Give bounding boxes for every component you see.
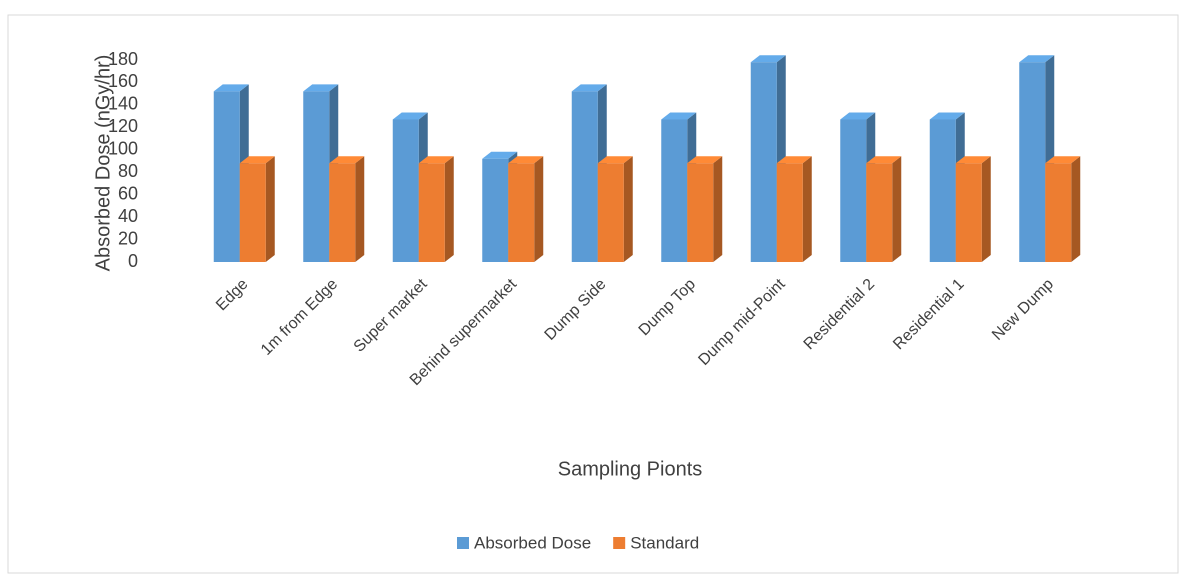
x-tick-label: Residential 1 xyxy=(890,276,968,354)
bar xyxy=(661,119,688,262)
bar xyxy=(750,62,777,262)
y-tick-label: 100 xyxy=(108,139,138,159)
x-tick-label: Dump Side xyxy=(542,276,610,344)
chart-border xyxy=(7,14,1179,574)
y-tick-label: 160 xyxy=(108,71,138,91)
x-tick-label: Super market xyxy=(351,275,431,355)
legend-label: Standard xyxy=(630,533,699,552)
y-tick-label: 40 xyxy=(118,206,138,226)
y-tick-label: 120 xyxy=(108,116,138,136)
bar-top xyxy=(750,55,786,63)
bar-side xyxy=(802,156,812,262)
y-tick-label: 60 xyxy=(118,183,138,203)
y-tick-label: 0 xyxy=(128,251,138,271)
y-axis-title: Absorbed Dose (nGy/hr) xyxy=(92,55,114,272)
legend-label: Absorbed Dose xyxy=(474,533,591,552)
bar-side xyxy=(355,156,365,262)
bar xyxy=(929,119,956,262)
bar xyxy=(418,163,445,262)
bar xyxy=(955,163,982,262)
x-tick-label: 1m from Edge xyxy=(258,276,341,359)
bar xyxy=(866,163,893,262)
bar-top xyxy=(597,156,633,164)
bar-side xyxy=(623,156,633,262)
bar xyxy=(597,163,624,262)
y-tick-label: 80 xyxy=(118,161,138,181)
bar xyxy=(329,163,356,262)
bar xyxy=(571,91,598,262)
bar xyxy=(840,119,867,262)
bar-top xyxy=(329,156,365,164)
x-axis-title: Sampling Pionts xyxy=(558,458,703,480)
bar-top xyxy=(239,156,275,164)
bar-top xyxy=(866,156,902,164)
bar-top xyxy=(571,84,607,92)
bar-side xyxy=(444,156,454,262)
bar xyxy=(303,91,330,262)
legend-swatch xyxy=(613,537,626,549)
x-tick-label: New Dump xyxy=(989,276,1057,344)
legend-swatch xyxy=(457,537,469,549)
bar-top xyxy=(1045,156,1081,164)
bar-side xyxy=(713,156,723,262)
bar-top xyxy=(687,156,723,164)
bar-side xyxy=(265,156,275,262)
y-tick-label: 20 xyxy=(118,228,138,248)
bar-top xyxy=(661,112,697,120)
bar-side xyxy=(1071,156,1081,262)
bar xyxy=(213,91,240,262)
bar-side xyxy=(981,156,991,262)
bar-side xyxy=(892,156,902,262)
bar-top xyxy=(392,112,428,120)
bar xyxy=(1019,62,1046,262)
bar-top xyxy=(303,84,339,92)
bar xyxy=(239,163,266,262)
bar-top xyxy=(929,112,965,120)
bar-top xyxy=(955,156,991,164)
bar-top xyxy=(418,156,454,164)
bar-side xyxy=(534,156,544,262)
bar xyxy=(392,119,419,262)
bar xyxy=(508,163,535,262)
y-tick-label: 140 xyxy=(108,94,138,114)
y-tick-label: 180 xyxy=(108,49,138,69)
bar-top xyxy=(213,84,249,92)
bar xyxy=(482,158,509,262)
bar-top xyxy=(840,112,876,120)
bar xyxy=(1045,163,1072,262)
bar-top xyxy=(776,156,812,164)
bar xyxy=(776,163,803,262)
x-tick-label: Dump Top xyxy=(636,276,699,339)
bar-top xyxy=(508,156,544,164)
x-tick-label: Residential 2 xyxy=(801,276,879,354)
bar xyxy=(687,163,714,262)
bar-top xyxy=(1019,55,1055,63)
bar-top xyxy=(482,151,518,159)
x-tick-label: Dump mid-Point xyxy=(695,275,789,369)
x-tick-label: Edge xyxy=(213,276,252,315)
